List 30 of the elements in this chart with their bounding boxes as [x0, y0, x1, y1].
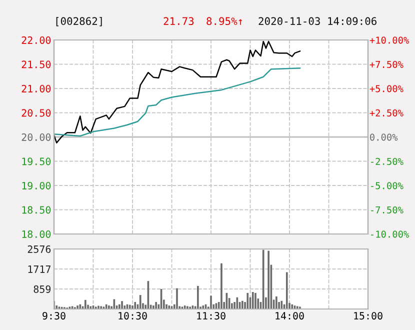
y2-tick-label: -10.00% [371, 230, 410, 238]
text: 2020-11-03 14:09:06 [258, 17, 376, 26]
y-tick-label: 19.50 [22, 158, 51, 166]
y-tick-label: 21.50 [22, 60, 51, 68]
y-tick-label: 859 [34, 285, 51, 293]
y-tick-label: 1717 [28, 266, 50, 273]
y2-tick-label: +2.50% [370, 109, 404, 116]
x-tick-label: 14:00 [276, 312, 304, 320]
y2-tick-label: 0.00% [370, 134, 398, 141]
text: 21.73 [164, 17, 194, 26]
y2-tick-label: -7.50% [371, 206, 404, 214]
x-tick-label: 11:30 [197, 312, 226, 320]
x-tick-label: 15:00 [354, 312, 382, 320]
y-tick-label: 20.00 [22, 133, 51, 141]
y2-tick-label: +7.50% [370, 60, 404, 68]
chart-title: [002862] [56, 16, 102, 26]
y2-tick-label: +5.00% [370, 85, 404, 92]
x-tick-label: 10:30 [118, 312, 147, 320]
y-tick-label: 19.00 [22, 182, 51, 190]
y-tick-label: 18.50 [22, 206, 51, 214]
y2-tick-label: +10.00% [370, 36, 410, 44]
y2-tick-label: -5.00% [371, 182, 404, 190]
y-tick-label: 2576 [28, 245, 51, 253]
y2-tick-label: -2.50% [371, 158, 404, 165]
y-tick-label: 21.00 [22, 84, 51, 92]
text: 8.95%↑ [206, 17, 242, 26]
y-tick-label: 22.00 [22, 36, 51, 44]
y-tick-label: 18.00 [22, 230, 51, 238]
x-tick-label: 9:30 [42, 312, 66, 320]
y-tick-label: 20.50 [22, 109, 51, 117]
